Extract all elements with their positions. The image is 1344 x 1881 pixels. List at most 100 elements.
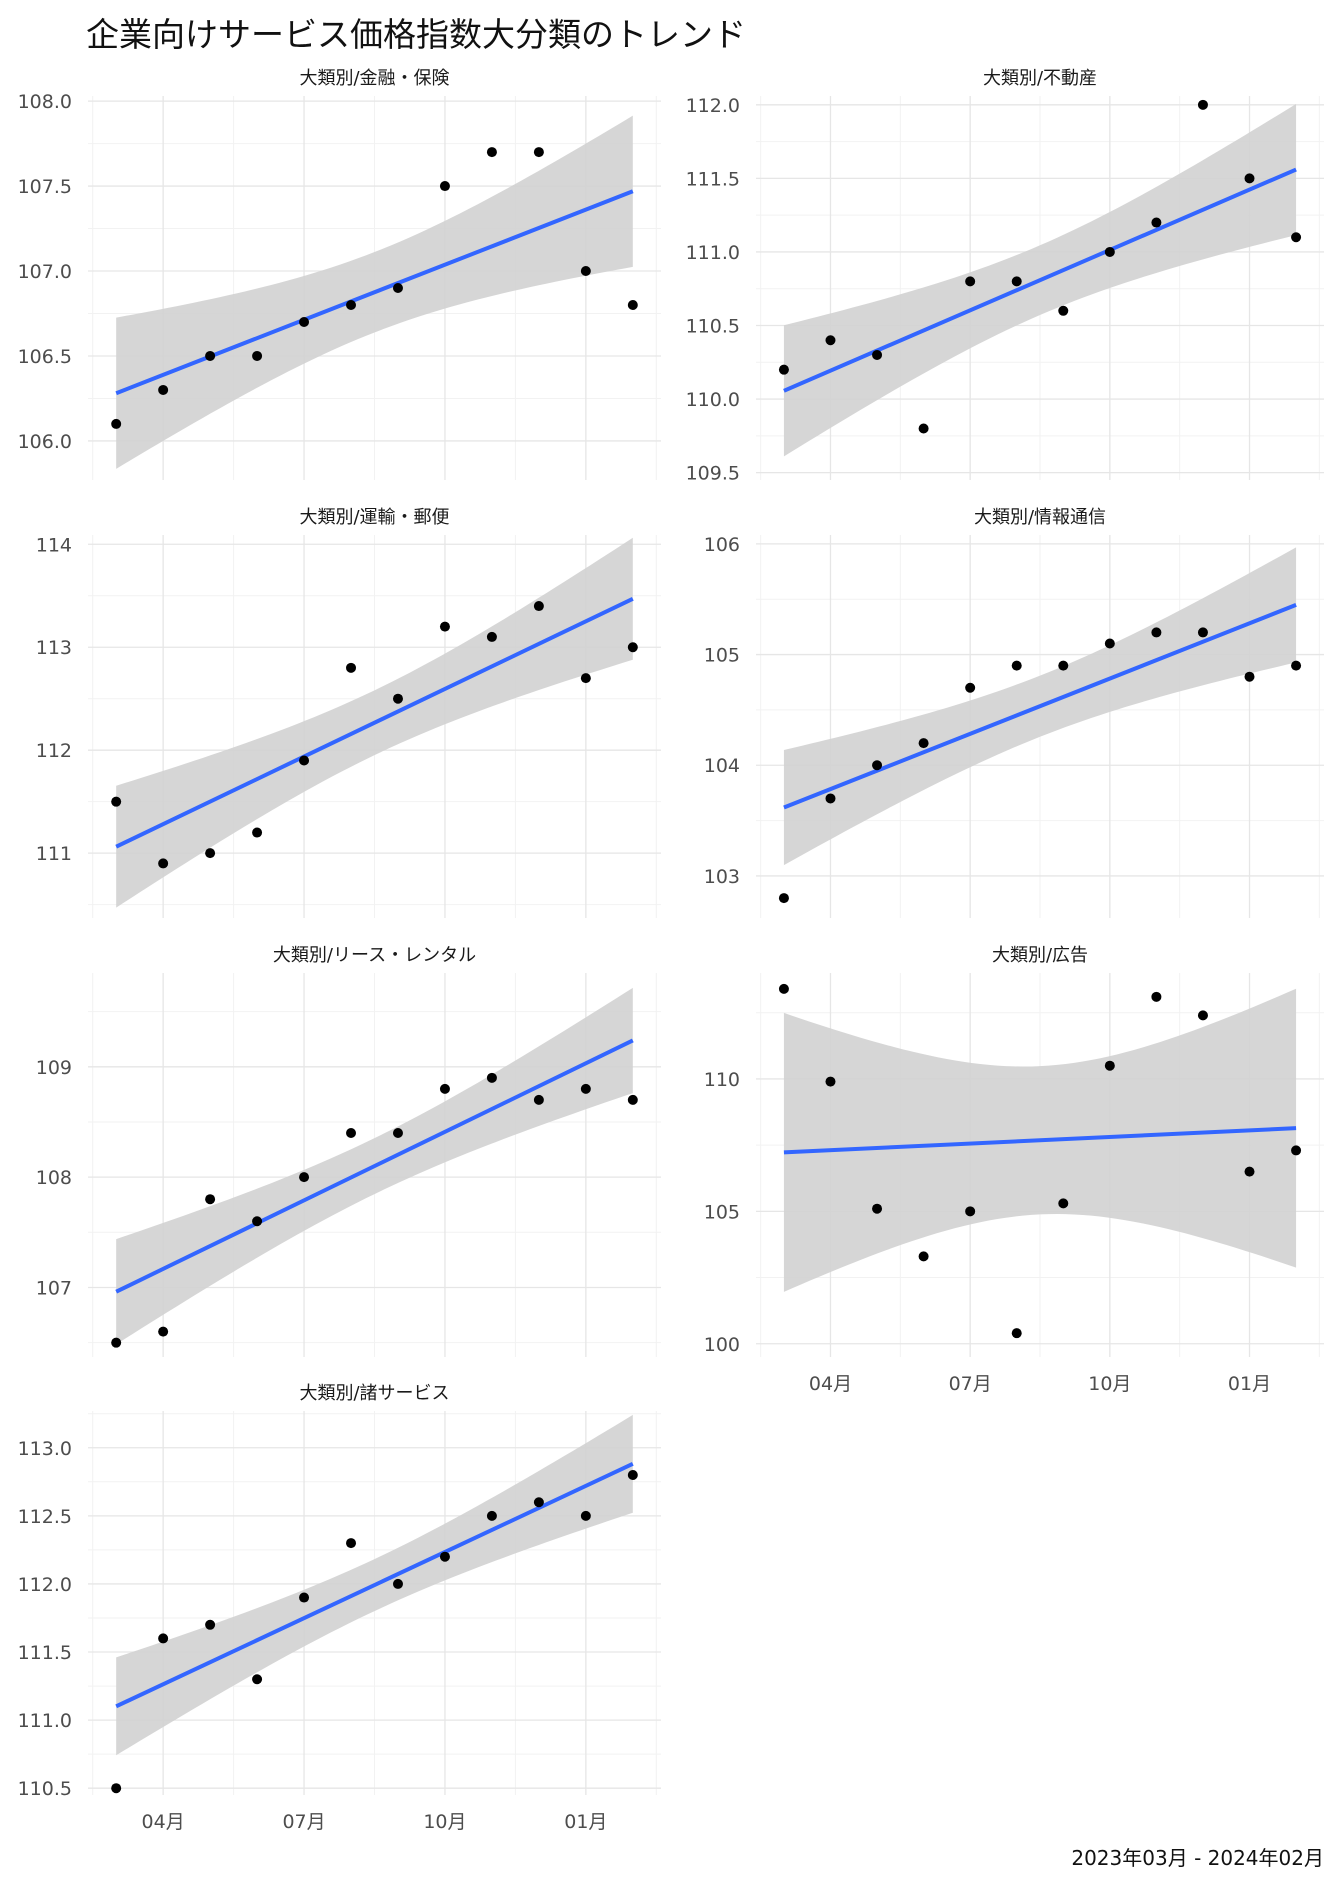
x-tick-label: 10月 <box>423 1811 466 1833</box>
y-tick-label: 107.5 <box>18 176 72 198</box>
x-tick-label: 10月 <box>1088 1373 1131 1395</box>
panel-7: 大類別/諸サービス 110.5 111.0 111.5 112.0 112.5 113.0 0… <box>18 1383 661 1833</box>
panel-title: 大類別/諸サービス <box>299 1383 449 1404</box>
trend-line <box>783 167 1297 393</box>
panel-title: 大類別/広告 <box>992 945 1088 966</box>
y-tick-label: 109.5 <box>686 463 740 485</box>
data-point <box>439 1551 450 1562</box>
data-point <box>1291 1145 1302 1156</box>
y-tick-label: 111.5 <box>686 168 740 190</box>
panel-1: 大類別/金融・保険 106.0 106.5 107.0 107.5 108.0 <box>18 68 661 480</box>
panel-title: 大類別/リース・レンタル <box>273 945 476 966</box>
y-tick-label: 114 <box>36 534 72 556</box>
data-point <box>158 1326 169 1337</box>
data-point <box>486 631 497 642</box>
data-point <box>825 335 836 346</box>
data-point <box>580 1510 591 1521</box>
y-tick-label: 111.0 <box>18 1710 72 1732</box>
y-tick-label: 107.0 <box>18 261 72 283</box>
data-point <box>580 1083 591 1094</box>
data-point <box>252 827 263 838</box>
data-point <box>1011 276 1022 287</box>
data-point <box>580 673 591 684</box>
data-point <box>580 266 591 277</box>
data-point <box>205 350 216 361</box>
data-point <box>252 1216 263 1227</box>
data-point <box>299 755 310 766</box>
data-point <box>392 693 403 704</box>
data-point <box>1197 1010 1208 1021</box>
data-point <box>392 1578 403 1589</box>
data-point <box>111 796 122 807</box>
data-point <box>872 1203 883 1214</box>
data-point <box>205 848 216 859</box>
data-point <box>872 760 883 771</box>
y-tick-label: 108 <box>36 1167 72 1189</box>
x-tick-label: 04月 <box>142 1811 185 1833</box>
data-point <box>1197 627 1208 638</box>
data-point <box>918 423 929 434</box>
data-point <box>965 682 976 693</box>
data-point <box>1244 671 1255 682</box>
data-point <box>346 1128 357 1138</box>
y-tick-label: 110 <box>704 1069 740 1091</box>
data-point <box>1011 660 1022 671</box>
data-point <box>533 147 544 158</box>
date-range-caption: 2023年03月 - 2024年02月 <box>1071 1846 1324 1870</box>
x-tick-label: 04月 <box>809 1373 852 1395</box>
data-point <box>439 181 450 192</box>
data-point <box>533 1094 544 1105</box>
y-tick-label: 112 <box>36 740 72 762</box>
y-tick-label: 104 <box>704 755 740 777</box>
data-point <box>825 793 836 804</box>
y-tick-label: 106.5 <box>18 346 72 368</box>
data-point <box>486 147 497 158</box>
y-tick-label: 107 <box>36 1277 72 1299</box>
y-tick-label: 112.0 <box>686 95 740 117</box>
data-point <box>872 349 883 360</box>
data-point <box>392 283 403 293</box>
y-tick-label: 108.0 <box>18 91 72 113</box>
data-point <box>1104 246 1115 257</box>
data-point <box>1011 1328 1022 1339</box>
data-point <box>1058 305 1069 316</box>
data-point <box>158 858 169 869</box>
data-point <box>965 1206 976 1217</box>
y-tick-label: 106 <box>704 534 740 556</box>
data-point <box>627 1470 638 1480</box>
data-point <box>1291 660 1302 671</box>
y-tick-label: 110.0 <box>686 389 740 411</box>
data-point <box>439 621 450 632</box>
data-point <box>1197 99 1208 110</box>
data-point <box>1244 173 1255 184</box>
data-point <box>1104 1060 1115 1071</box>
data-point <box>205 1619 216 1630</box>
y-tick-label: 109 <box>36 1057 72 1079</box>
data-point <box>439 1083 450 1094</box>
data-point <box>825 1076 836 1087</box>
trend-line <box>115 1462 634 1709</box>
y-tick-label: 103 <box>704 866 740 888</box>
data-point <box>346 662 357 673</box>
data-point <box>111 1337 122 1348</box>
data-point <box>965 276 976 287</box>
panel-4: 大類別/情報通信 103 104 105 106 <box>704 507 1324 918</box>
y-tick-label: 111.5 <box>18 1642 72 1664</box>
data-point <box>252 350 263 361</box>
page-title: 企業向けサービス価格指数大分類のトレンド <box>86 15 746 54</box>
panel-title: 大類別/不動産 <box>983 68 1097 89</box>
data-point <box>1058 1198 1069 1209</box>
data-point <box>918 738 929 749</box>
data-point <box>1291 232 1302 243</box>
y-tick-label: 110.5 <box>686 316 740 338</box>
panel-5: 大類別/リース・レンタル 107 108 109 <box>36 945 661 1357</box>
data-point <box>486 1072 497 1083</box>
data-point <box>778 364 789 375</box>
data-point <box>158 384 169 395</box>
panel-3: 大類別/運輸・郵便 111 112 113 114 <box>36 507 661 918</box>
data-point <box>1104 638 1115 649</box>
trend-line <box>115 1038 634 1294</box>
y-tick-label: 113.0 <box>18 1438 72 1460</box>
trend-line <box>783 1126 1297 1155</box>
